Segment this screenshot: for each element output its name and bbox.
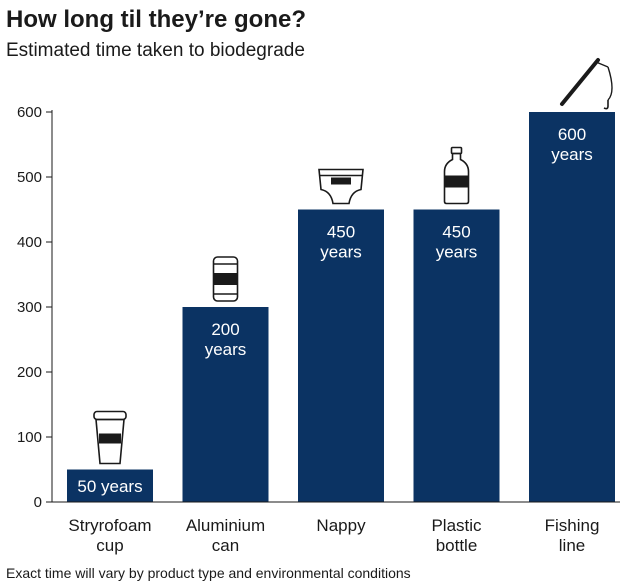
- data-label: 200: [211, 320, 239, 339]
- category-label: can: [212, 536, 239, 555]
- category-label: Aluminium: [186, 516, 265, 535]
- bar: [529, 112, 615, 502]
- bar: [298, 209, 384, 502]
- data-label: 600: [558, 125, 586, 144]
- category-label: Stryrofoam: [68, 516, 151, 535]
- data-label: 450: [442, 223, 470, 242]
- data-label: years: [551, 145, 593, 164]
- bar: [67, 469, 153, 502]
- y-tick-label: 500: [17, 169, 42, 186]
- y-tick-label: 600: [17, 104, 42, 121]
- category-label: Nappy: [316, 516, 366, 535]
- bar: [182, 307, 269, 502]
- y-tick-label: 100: [17, 429, 42, 446]
- can-icon: [212, 256, 239, 302]
- y-tick-label: 400: [17, 234, 42, 251]
- fishing-rod-icon: [560, 58, 613, 110]
- category-label: line: [559, 536, 585, 555]
- data-label: years: [320, 243, 362, 262]
- data-label: 450: [327, 223, 355, 242]
- chart-subtitle: Estimated time taken to biodegrade: [6, 40, 305, 61]
- data-label: 50 years: [77, 477, 142, 496]
- bar: [413, 209, 500, 502]
- nappy-icon: [318, 168, 364, 205]
- category-label: Fishing: [545, 516, 600, 535]
- coffee-cup-icon: [93, 410, 127, 465]
- footnote: Exact time will vary by product type and…: [6, 565, 411, 581]
- y-tick-label: 300: [17, 299, 42, 316]
- category-label: Plastic: [431, 516, 482, 535]
- data-label: years: [436, 243, 478, 262]
- category-label: bottle: [436, 536, 478, 555]
- chart-title: How long til they’re gone?: [6, 6, 306, 33]
- y-tick-label: 200: [17, 364, 42, 381]
- y-tick-label: 0: [34, 494, 42, 511]
- category-label: cup: [96, 536, 123, 555]
- data-label: years: [205, 340, 247, 359]
- bottle-icon: [443, 146, 470, 205]
